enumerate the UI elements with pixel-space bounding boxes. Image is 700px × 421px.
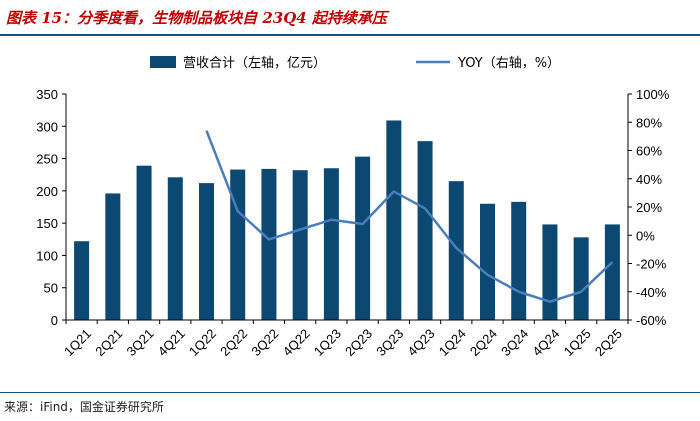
left-tick-label: 200: [36, 184, 58, 199]
combo-chart: 营收合计（左轴，亿元） YOY（右轴，%） 0 50 100 150 200 250 300 3…: [36, 56, 670, 359]
chart-title: 图表 15：分季度看，生物制品板块自 23Q4 起持续承压: [6, 9, 387, 27]
x-tick-label: 2Q25: [592, 326, 625, 359]
right-tick-label: 0%: [636, 228, 655, 243]
revenue-bar: [542, 224, 558, 320]
x-tick-label: 3Q24: [498, 326, 531, 359]
right-tick-label: 80%: [636, 115, 662, 130]
left-tick-label: 250: [36, 152, 58, 167]
right-tick-label: 40%: [636, 172, 662, 187]
yoy-line: [205, 130, 614, 303]
x-tick-label: 4Q24: [529, 326, 562, 359]
x-tick-label: 3Q21: [124, 326, 157, 359]
x-tick-label: 2Q21: [92, 326, 125, 359]
legend: 营收合计（左轴，亿元） YOY（右轴，%）: [150, 56, 560, 71]
bar-series: [74, 120, 620, 320]
revenue-bar: [355, 156, 371, 320]
x-tick-label: 1Q22: [186, 326, 219, 359]
legend-line-label: YOY（右轴，%）: [457, 56, 560, 71]
revenue-bar: [105, 193, 121, 320]
revenue-bar: [480, 203, 495, 320]
yoy-line-series: [205, 130, 614, 303]
x-tick-label: 3Q23: [373, 326, 406, 359]
x-tick-label: 4Q22: [280, 326, 313, 359]
x-tick-label: 1Q24: [436, 326, 469, 359]
source-rule: [0, 392, 700, 393]
x-tick-label: 4Q23: [405, 326, 438, 359]
source-note: 来源：iFind，国金证券研究所: [4, 400, 164, 414]
left-axis: 0 50 100 150 200 250 300 350: [36, 87, 67, 328]
title-bar: 图表 15：分季度看，生物制品板块自 23Q4 起持续承压: [0, 0, 700, 36]
revenue-bar: [323, 168, 339, 320]
right-tick-label: -60%: [636, 313, 667, 328]
x-tick-label: 2Q24: [467, 326, 500, 359]
left-tick-label: 0: [51, 313, 58, 328]
x-tick-label: 2Q23: [342, 326, 375, 359]
right-axis: -60% -40% -20% 0% 20% 40% 60% 80% 100%: [627, 87, 670, 328]
revenue-bar: [167, 177, 183, 320]
right-tick-label: 100%: [636, 87, 670, 102]
revenue-bar: [261, 168, 277, 320]
left-tick-label: 300: [36, 119, 58, 134]
left-tick-label: 150: [36, 216, 58, 231]
revenue-bar: [136, 165, 152, 320]
revenue-bar: [604, 224, 620, 320]
x-tick-label: 1Q23: [311, 326, 344, 359]
x-tick-label: 2Q22: [217, 326, 250, 359]
right-tick-label: -20%: [636, 257, 667, 272]
left-tick-label: 50: [44, 281, 58, 296]
revenue-bar: [292, 170, 308, 320]
revenue-bar: [386, 120, 402, 320]
revenue-bar: [199, 183, 214, 320]
left-tick-label: 100: [36, 248, 58, 263]
x-tick-label: 1Q25: [561, 326, 594, 359]
right-tick-label: 20%: [636, 200, 662, 215]
legend-bar-swatch: [150, 56, 176, 68]
revenue-bar: [417, 141, 433, 320]
x-tick-label: 4Q21: [155, 326, 188, 359]
revenue-bar: [230, 169, 246, 320]
revenue-bar: [74, 241, 90, 320]
x-tick-label: 3Q22: [248, 326, 281, 359]
revenue-bar: [573, 237, 589, 320]
right-tick-label: 60%: [636, 144, 662, 159]
left-tick-label: 350: [36, 87, 58, 102]
right-tick-label: -40%: [636, 285, 667, 300]
legend-bar-label: 营收合计（左轴，亿元）: [183, 56, 326, 71]
revenue-bar: [511, 201, 527, 320]
x-tick-label: 1Q21: [61, 326, 94, 359]
revenue-bar: [448, 181, 464, 320]
x-axis: 1Q212Q213Q214Q211Q222Q223Q224Q221Q232Q23…: [61, 319, 629, 359]
